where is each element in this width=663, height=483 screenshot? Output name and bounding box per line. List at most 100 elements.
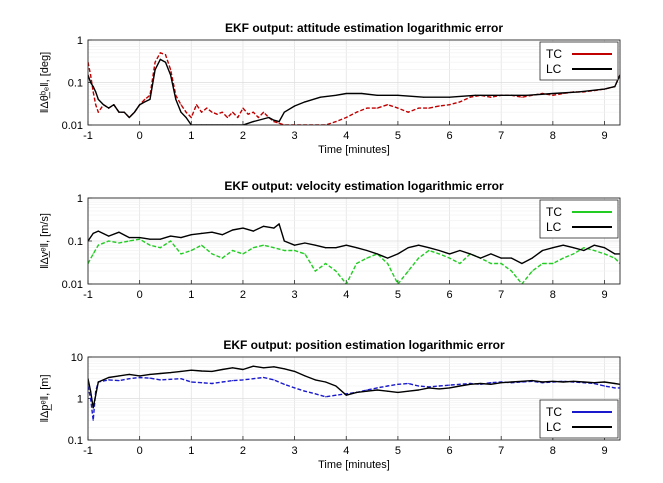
data-point-tc [97, 244, 99, 246]
data-point-tc [252, 378, 254, 380]
data-point-tc [216, 113, 218, 115]
data-point-tc [356, 262, 358, 265]
data-point-lc [97, 98, 99, 100]
x-tick-label: 7 [498, 130, 504, 142]
data-point-tc [438, 385, 440, 387]
data-point-tc [263, 376, 265, 379]
data-point-lc [294, 244, 296, 246]
data-point-tc [469, 96, 471, 98]
data-point-lc [407, 247, 409, 249]
y-tick-label: 1 [77, 193, 83, 205]
data-point-tc [603, 253, 606, 255]
data-point-tc [149, 244, 151, 246]
data-point-tc [242, 379, 244, 381]
data-point-tc [407, 382, 409, 385]
data-point-lc [459, 249, 461, 252]
data-point-lc [614, 382, 616, 385]
data-point-lc [500, 382, 502, 384]
data-point-tc [211, 253, 213, 255]
data-point-lc [108, 376, 110, 379]
data-point-lc [345, 244, 347, 246]
data-point-tc [97, 111, 99, 113]
data-point-tc [294, 387, 296, 389]
data-point-lc [232, 229, 234, 231]
data-point-lc [531, 380, 533, 382]
data-point-lc [102, 104, 105, 106]
data-point-lc [149, 373, 151, 375]
series-group [88, 365, 620, 421]
data-point-tc [90, 397, 92, 400]
chart-panel-3: -1 0 1 2 3 4 5 6 7 8 9 0.1 1 10 EKF output: position e… [39, 338, 621, 471]
series-group [88, 223, 620, 284]
data-point-tc [531, 270, 533, 272]
data-point-lc [221, 234, 223, 236]
data-point-tc [128, 240, 130, 242]
x-tick-label: 4 [343, 445, 349, 457]
data-point-lc [304, 375, 306, 377]
data-point-tc [195, 104, 198, 106]
data-point-lc [170, 372, 172, 374]
x-tick-label: 4 [343, 130, 349, 142]
x-tick-label: 9 [601, 130, 607, 142]
data-point-lc [211, 231, 213, 233]
data-point-lc [356, 247, 358, 249]
data-point-lc [278, 121, 280, 123]
data-point-tc [490, 96, 492, 98]
x-tick-label: 2 [240, 130, 246, 142]
data-point-tc [232, 249, 234, 252]
x-tick-label: 8 [550, 289, 556, 301]
data-point-lc [90, 390, 92, 392]
y-tick-label: 0.1 [68, 435, 83, 447]
legend-label-lc: LC [546, 420, 562, 434]
data-point-tc [170, 378, 172, 380]
data-point-lc [139, 104, 141, 106]
data-point-lc [180, 111, 182, 113]
data-point-lc [319, 96, 321, 98]
data-point-tc [428, 249, 430, 252]
legend-box [539, 41, 619, 81]
x-tick-label: 1 [188, 289, 194, 301]
x-tick-label: 5 [395, 289, 401, 301]
data-point-lc [428, 387, 430, 389]
data-point-tc [603, 385, 606, 387]
data-point-lc [263, 367, 265, 369]
x-tick-label: 1 [188, 130, 194, 142]
data-point-lc [593, 244, 595, 246]
data-point-lc [95, 394, 97, 396]
x-tick-label: 8 [550, 130, 556, 142]
data-point-lc [583, 381, 585, 383]
data-point-lc [149, 238, 151, 240]
data-point-tc [237, 116, 239, 119]
data-point-tc [206, 107, 208, 109]
data-point-lc [541, 381, 544, 383]
data-point-tc [90, 74, 92, 76]
data-point-tc [438, 105, 440, 107]
data-point-lc [304, 101, 306, 103]
x-tick-label: 2 [240, 289, 246, 301]
data-point-tc [583, 247, 585, 249]
data-point-tc [335, 121, 337, 123]
data-point-lc [407, 390, 409, 392]
data-point-tc [376, 387, 378, 389]
data-point-lc [108, 107, 110, 109]
x-tick-label: 0 [137, 130, 143, 142]
chart-panel-1: -1 0 1 2 3 4 5 6 7 8 9 0.01 0.1 1 EKF output: attitude… [39, 21, 621, 156]
data-point-tc [201, 382, 203, 384]
data-point-tc [118, 380, 120, 382]
x-axis-label: Time [minutes] [318, 459, 390, 471]
data-point-lc [164, 61, 167, 63]
data-point-tc [521, 96, 523, 98]
data-point-tc [92, 91, 94, 93]
data-point-lc [428, 247, 430, 249]
data-point-lc [252, 121, 254, 123]
data-point-lc [376, 389, 378, 391]
data-point-tc [108, 240, 110, 242]
data-point-tc [428, 107, 430, 109]
data-point-lc [268, 116, 270, 119]
data-point-lc [356, 391, 358, 393]
data-point-lc [97, 381, 99, 383]
data-point-lc [438, 388, 440, 390]
data-point-lc [304, 242, 306, 244]
data-point-lc [376, 94, 378, 96]
